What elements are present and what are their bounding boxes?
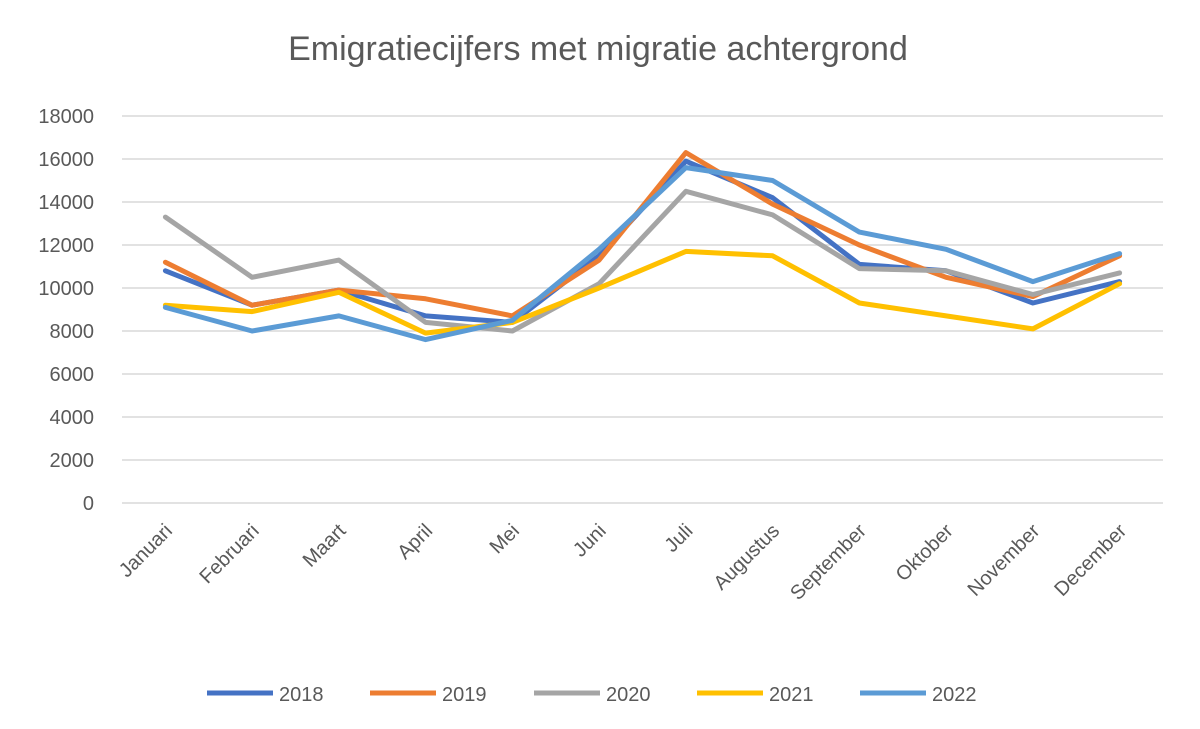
legend-label-2019: 2019 [442,684,487,706]
series-line-2020 [162,188,1123,334]
x-tick-label: Januari [115,520,177,582]
y-tick-label: 2000 [50,450,95,472]
x-tick-label: Juli [661,520,698,557]
y-tick-label: 18000 [38,106,94,128]
x-tick-label: Oktober [892,520,958,586]
y-tick-label: 14000 [38,192,94,214]
x-tick-label: December [1050,520,1131,601]
y-tick-label: 8000 [50,321,95,343]
legend-label-2021: 2021 [769,684,814,706]
y-tick-label: 12000 [38,235,94,257]
legend-label-2020: 2020 [606,684,651,706]
x-tick-label: Maart [299,520,351,572]
x-tick-label: Juni [569,520,611,562]
x-tick-label: Februari [195,520,263,588]
y-tick-label: 6000 [50,364,95,386]
x-tick-label: Augustus [710,520,785,595]
y-tick-label: 10000 [38,278,94,300]
x-tick-label: September [786,520,871,605]
chart-title: Emigratiecijfers met migratie achtergron… [288,30,908,68]
y-tick-label: 4000 [50,407,95,429]
series-line-2022 [162,165,1123,343]
x-tick-label: Mei [486,520,524,558]
series-line-2021 [162,248,1123,336]
y-tick-label: 16000 [38,149,94,171]
legend-label-2022: 2022 [932,684,977,706]
x-tick-label: April [393,520,437,564]
y-tick-label: 0 [83,493,94,515]
x-tick-label: November [964,520,1045,601]
legend-label-2018: 2018 [279,684,324,706]
